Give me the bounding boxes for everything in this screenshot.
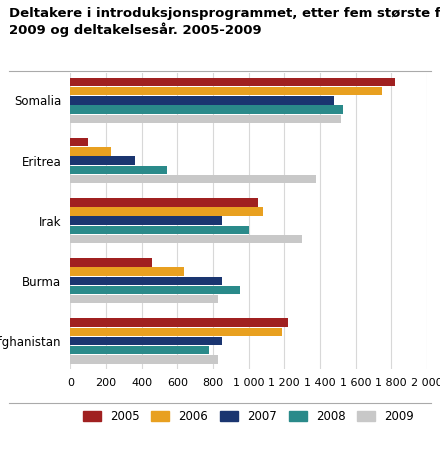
- Bar: [70, 87, 382, 96]
- Bar: [70, 226, 249, 234]
- Bar: [70, 207, 263, 216]
- Bar: [70, 166, 167, 174]
- Bar: [70, 337, 222, 345]
- Bar: [70, 258, 152, 267]
- Bar: [70, 318, 288, 327]
- Bar: [70, 235, 302, 243]
- Bar: [70, 138, 88, 147]
- Bar: [70, 106, 343, 114]
- Bar: [70, 277, 222, 285]
- Bar: [70, 157, 135, 165]
- Bar: [70, 268, 184, 276]
- Bar: [70, 147, 111, 156]
- Bar: [70, 355, 218, 364]
- Bar: [70, 346, 209, 354]
- Bar: [70, 78, 395, 86]
- Legend: 2005, 2006, 2007, 2008, 2009: 2005, 2006, 2007, 2008, 2009: [78, 405, 419, 428]
- Bar: [70, 286, 240, 294]
- Bar: [70, 295, 218, 303]
- Text: Deltakere i introduksjonsprogrammet, etter fem største fødeland
2009 og deltakel: Deltakere i introduksjonsprogrammet, ett…: [9, 7, 440, 37]
- Bar: [70, 175, 316, 183]
- Bar: [70, 115, 341, 123]
- Bar: [70, 96, 334, 105]
- Bar: [70, 198, 257, 207]
- Bar: [70, 328, 282, 336]
- Bar: [70, 217, 222, 225]
